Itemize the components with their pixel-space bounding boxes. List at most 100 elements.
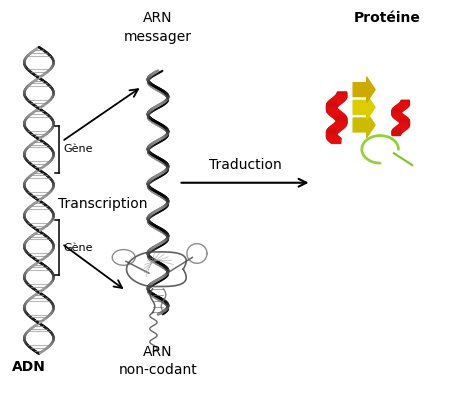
Polygon shape bbox=[338, 119, 347, 124]
Polygon shape bbox=[395, 127, 403, 132]
Polygon shape bbox=[330, 100, 339, 105]
Polygon shape bbox=[329, 128, 338, 133]
Polygon shape bbox=[400, 102, 409, 106]
Polygon shape bbox=[394, 114, 403, 118]
Polygon shape bbox=[331, 111, 340, 116]
Polygon shape bbox=[394, 114, 403, 119]
Polygon shape bbox=[394, 128, 403, 132]
Polygon shape bbox=[392, 111, 400, 115]
Polygon shape bbox=[332, 112, 341, 117]
Polygon shape bbox=[327, 103, 337, 108]
Text: non-codant: non-codant bbox=[119, 363, 197, 377]
Polygon shape bbox=[393, 130, 401, 134]
Polygon shape bbox=[393, 129, 402, 133]
Polygon shape bbox=[338, 92, 347, 97]
Polygon shape bbox=[337, 121, 346, 126]
Polygon shape bbox=[328, 109, 338, 114]
Polygon shape bbox=[394, 128, 403, 132]
Polygon shape bbox=[332, 99, 341, 104]
Polygon shape bbox=[327, 134, 337, 139]
Text: messager: messager bbox=[124, 30, 192, 44]
Polygon shape bbox=[329, 136, 338, 141]
Polygon shape bbox=[401, 122, 409, 127]
FancyArrowPatch shape bbox=[353, 77, 375, 102]
Polygon shape bbox=[396, 106, 404, 110]
Polygon shape bbox=[401, 121, 409, 125]
Polygon shape bbox=[395, 115, 404, 119]
Text: Protéine: Protéine bbox=[354, 11, 420, 25]
Polygon shape bbox=[401, 100, 409, 105]
Polygon shape bbox=[334, 114, 344, 119]
Polygon shape bbox=[401, 122, 409, 126]
Polygon shape bbox=[393, 108, 402, 112]
Polygon shape bbox=[332, 125, 342, 130]
Text: ADN: ADN bbox=[11, 360, 45, 375]
Polygon shape bbox=[393, 130, 401, 134]
Polygon shape bbox=[399, 103, 408, 107]
Polygon shape bbox=[337, 116, 346, 121]
Polygon shape bbox=[336, 121, 346, 127]
Polygon shape bbox=[393, 112, 401, 117]
Polygon shape bbox=[327, 103, 337, 108]
Polygon shape bbox=[327, 129, 337, 134]
Polygon shape bbox=[327, 133, 336, 138]
Polygon shape bbox=[393, 108, 401, 113]
Polygon shape bbox=[330, 100, 340, 105]
Polygon shape bbox=[327, 103, 336, 108]
Polygon shape bbox=[401, 101, 409, 105]
Polygon shape bbox=[329, 101, 339, 106]
Polygon shape bbox=[394, 107, 403, 111]
Polygon shape bbox=[401, 121, 409, 125]
Polygon shape bbox=[338, 119, 347, 125]
Polygon shape bbox=[327, 134, 336, 139]
FancyArrowPatch shape bbox=[353, 112, 375, 138]
Polygon shape bbox=[333, 113, 343, 118]
Polygon shape bbox=[395, 106, 404, 110]
Polygon shape bbox=[335, 123, 344, 128]
Polygon shape bbox=[329, 110, 339, 115]
Polygon shape bbox=[398, 104, 407, 108]
Polygon shape bbox=[335, 122, 345, 127]
Polygon shape bbox=[330, 110, 340, 116]
Polygon shape bbox=[328, 129, 338, 134]
Polygon shape bbox=[396, 127, 405, 131]
Polygon shape bbox=[328, 101, 338, 107]
Polygon shape bbox=[399, 124, 408, 128]
Polygon shape bbox=[327, 132, 336, 137]
Polygon shape bbox=[337, 120, 346, 125]
Polygon shape bbox=[331, 138, 340, 143]
Polygon shape bbox=[335, 95, 345, 101]
Polygon shape bbox=[398, 105, 406, 109]
Polygon shape bbox=[392, 110, 400, 114]
Polygon shape bbox=[400, 119, 409, 123]
Polygon shape bbox=[392, 131, 400, 136]
Text: ARN: ARN bbox=[143, 345, 173, 359]
Polygon shape bbox=[336, 116, 346, 121]
Polygon shape bbox=[337, 121, 346, 126]
Polygon shape bbox=[393, 108, 402, 112]
Polygon shape bbox=[393, 129, 401, 134]
Polygon shape bbox=[331, 111, 341, 116]
Polygon shape bbox=[398, 125, 406, 130]
Polygon shape bbox=[392, 131, 400, 135]
Polygon shape bbox=[327, 130, 336, 136]
Polygon shape bbox=[327, 107, 336, 112]
Polygon shape bbox=[334, 123, 344, 129]
Polygon shape bbox=[333, 124, 343, 129]
Polygon shape bbox=[401, 120, 409, 125]
Polygon shape bbox=[335, 115, 345, 120]
Polygon shape bbox=[327, 106, 336, 111]
Polygon shape bbox=[394, 114, 402, 118]
Polygon shape bbox=[333, 125, 342, 130]
Polygon shape bbox=[332, 138, 341, 143]
Polygon shape bbox=[392, 110, 400, 114]
Polygon shape bbox=[333, 98, 342, 103]
Polygon shape bbox=[327, 130, 337, 135]
Polygon shape bbox=[329, 101, 338, 106]
Polygon shape bbox=[327, 107, 337, 112]
Polygon shape bbox=[327, 130, 336, 135]
Polygon shape bbox=[333, 113, 343, 118]
Polygon shape bbox=[336, 95, 345, 100]
Polygon shape bbox=[401, 101, 409, 105]
Polygon shape bbox=[393, 112, 401, 116]
